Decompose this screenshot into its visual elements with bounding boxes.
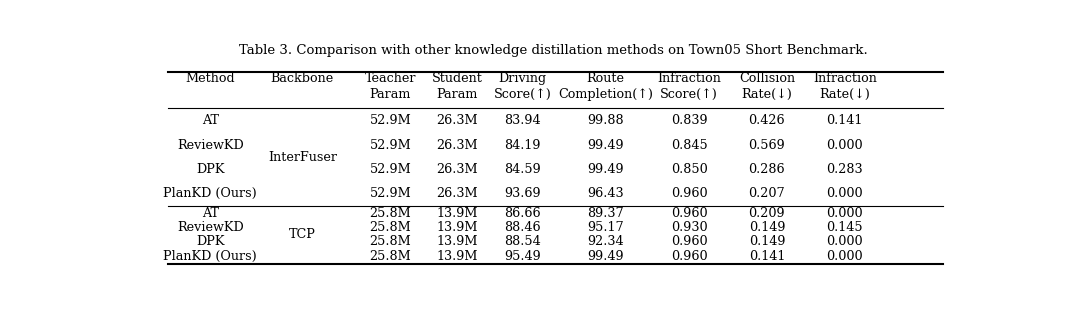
Text: 0.960: 0.960 <box>671 235 707 248</box>
Text: Backbone: Backbone <box>271 72 334 85</box>
Text: 26.3M: 26.3M <box>436 138 478 151</box>
Text: 0.960: 0.960 <box>671 187 707 200</box>
Text: 0.960: 0.960 <box>671 207 707 220</box>
Text: 84.19: 84.19 <box>504 138 541 151</box>
Text: Infraction: Infraction <box>813 72 877 85</box>
Text: 88.46: 88.46 <box>504 221 541 234</box>
Text: 0.141: 0.141 <box>748 250 785 263</box>
Text: 95.49: 95.49 <box>504 250 541 263</box>
Text: 0.960: 0.960 <box>671 250 707 263</box>
Text: 0.426: 0.426 <box>748 114 785 127</box>
Text: 99.88: 99.88 <box>588 114 624 127</box>
Text: Table 3. Comparison with other knowledge distillation methods on Town05 Short Be: Table 3. Comparison with other knowledge… <box>239 44 868 57</box>
Text: Teacher: Teacher <box>365 72 416 85</box>
Text: 13.9M: 13.9M <box>436 235 478 248</box>
Text: 0.209: 0.209 <box>748 207 785 220</box>
Text: 0.000: 0.000 <box>826 187 863 200</box>
Text: 0.149: 0.149 <box>748 235 785 248</box>
Text: 83.94: 83.94 <box>504 114 541 127</box>
Text: DPK: DPK <box>197 163 225 176</box>
Text: 0.000: 0.000 <box>826 235 863 248</box>
Text: 99.49: 99.49 <box>588 250 624 263</box>
Text: Driving: Driving <box>499 72 546 85</box>
Text: Completion(↑): Completion(↑) <box>558 88 653 101</box>
Text: PlanKD (Ours): PlanKD (Ours) <box>163 250 257 263</box>
Text: 96.43: 96.43 <box>588 187 624 200</box>
Text: 0.839: 0.839 <box>671 114 707 127</box>
Text: Collision: Collision <box>739 72 795 85</box>
Text: Param: Param <box>436 88 478 101</box>
Text: 25.8M: 25.8M <box>369 235 411 248</box>
Text: 93.69: 93.69 <box>504 187 541 200</box>
Text: 25.8M: 25.8M <box>369 221 411 234</box>
Text: 25.8M: 25.8M <box>369 250 411 263</box>
Text: 0.283: 0.283 <box>826 163 863 176</box>
Text: 13.9M: 13.9M <box>436 221 478 234</box>
Text: 26.3M: 26.3M <box>436 114 478 127</box>
Text: 92.34: 92.34 <box>588 235 624 248</box>
Text: 99.49: 99.49 <box>588 163 624 176</box>
Text: 25.8M: 25.8M <box>369 207 411 220</box>
Text: 84.59: 84.59 <box>504 163 541 176</box>
Text: Route: Route <box>586 72 624 85</box>
Text: 52.9M: 52.9M <box>369 187 411 200</box>
Text: ReviewKD: ReviewKD <box>177 221 244 234</box>
Text: Method: Method <box>186 72 235 85</box>
Text: 0.930: 0.930 <box>671 221 707 234</box>
Text: Param: Param <box>369 88 411 101</box>
Text: 0.149: 0.149 <box>748 221 785 234</box>
Text: 0.145: 0.145 <box>826 221 863 234</box>
Text: PlanKD (Ours): PlanKD (Ours) <box>163 187 257 200</box>
Text: 89.37: 89.37 <box>588 207 624 220</box>
Text: Rate(↓): Rate(↓) <box>820 88 870 101</box>
Text: 95.17: 95.17 <box>588 221 624 234</box>
Text: 0.850: 0.850 <box>671 163 707 176</box>
Text: Score(↑): Score(↑) <box>660 88 718 101</box>
Text: Score(↑): Score(↑) <box>494 88 552 101</box>
Text: TCP: TCP <box>289 228 315 241</box>
Text: AT: AT <box>202 114 219 127</box>
Text: 26.3M: 26.3M <box>436 187 478 200</box>
Text: 0.569: 0.569 <box>748 138 785 151</box>
Text: Student: Student <box>432 72 483 85</box>
Text: 13.9M: 13.9M <box>436 207 478 220</box>
Text: AT: AT <box>202 207 219 220</box>
Text: DPK: DPK <box>197 235 225 248</box>
Text: 52.9M: 52.9M <box>369 114 411 127</box>
Text: Rate(↓): Rate(↓) <box>742 88 793 101</box>
Text: ReviewKD: ReviewKD <box>177 138 244 151</box>
Text: Infraction: Infraction <box>657 72 721 85</box>
Text: 86.66: 86.66 <box>504 207 541 220</box>
Text: 13.9M: 13.9M <box>436 250 478 263</box>
Text: 26.3M: 26.3M <box>436 163 478 176</box>
Text: 0.000: 0.000 <box>826 250 863 263</box>
Text: 0.141: 0.141 <box>826 114 863 127</box>
Text: 88.54: 88.54 <box>504 235 541 248</box>
Text: 0.000: 0.000 <box>826 207 863 220</box>
Text: 0.845: 0.845 <box>671 138 707 151</box>
Text: 0.000: 0.000 <box>826 138 863 151</box>
Text: 0.286: 0.286 <box>748 163 785 176</box>
Text: InterFuser: InterFuser <box>268 151 337 164</box>
Text: 52.9M: 52.9M <box>369 138 411 151</box>
Text: 52.9M: 52.9M <box>369 163 411 176</box>
Text: 0.207: 0.207 <box>748 187 785 200</box>
Text: 99.49: 99.49 <box>588 138 624 151</box>
